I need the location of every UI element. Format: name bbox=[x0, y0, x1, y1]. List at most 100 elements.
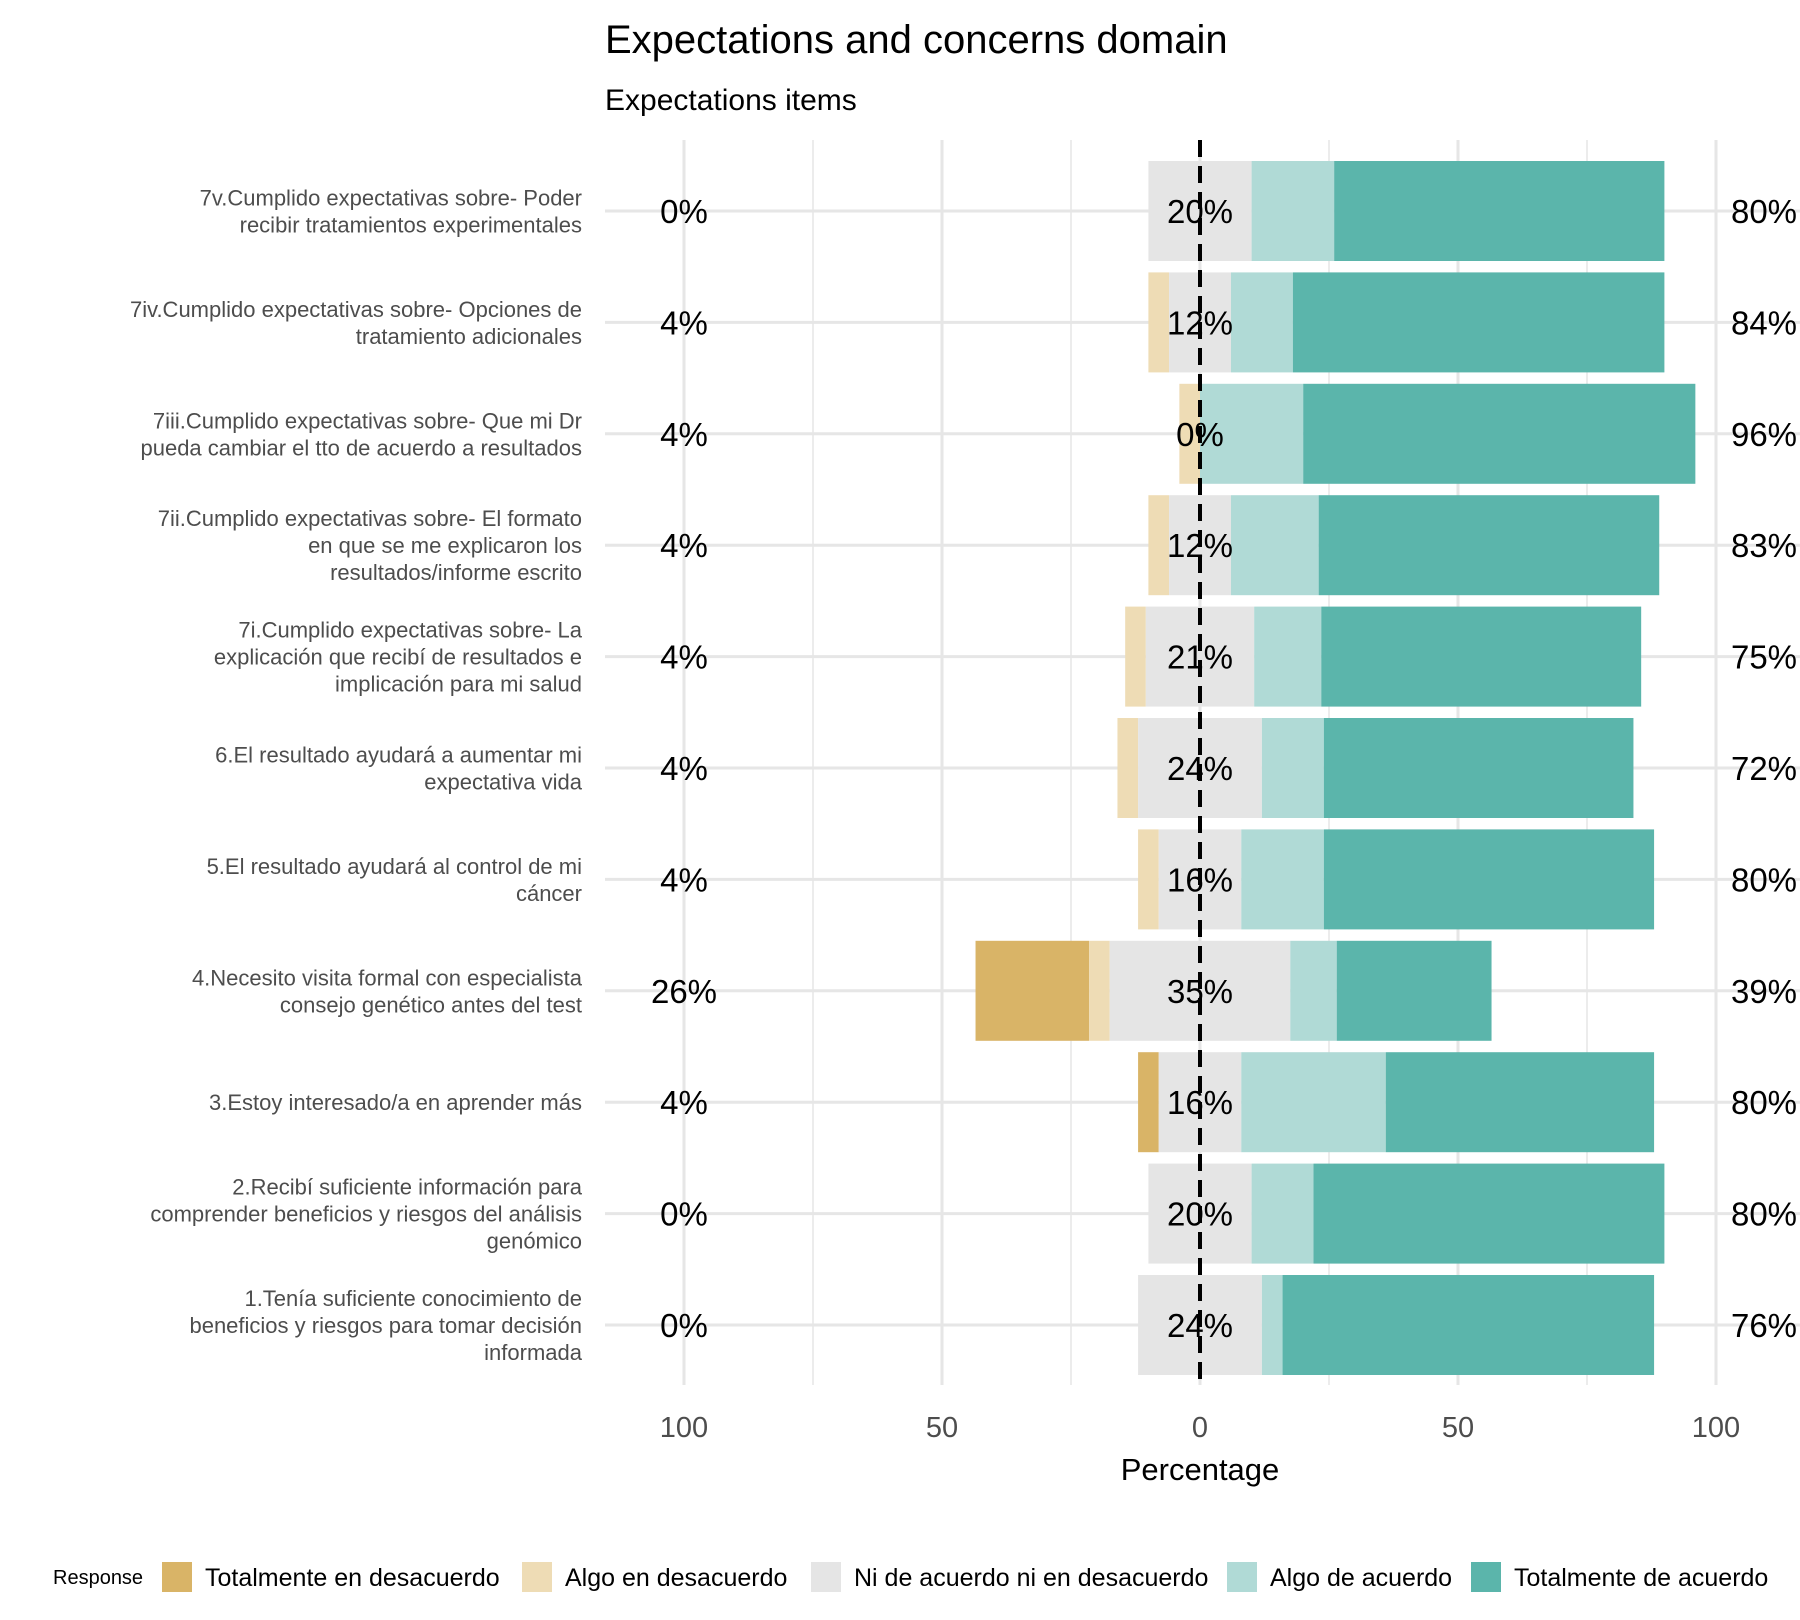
left-percent-label: 4% bbox=[660, 750, 708, 787]
item-label-line: explicación que recibí de resultados e bbox=[214, 645, 582, 670]
right-percent-label: 39% bbox=[1731, 973, 1797, 1010]
bar-segment bbox=[1313, 1163, 1665, 1264]
center-percent-label: 20% bbox=[1167, 193, 1233, 230]
item-label-line: tratamiento adicionales bbox=[356, 324, 582, 349]
legend-key bbox=[811, 1562, 841, 1592]
chart-title: Expectations and concerns domain bbox=[605, 18, 1228, 62]
item-label-line: implicación para mi salud bbox=[335, 672, 582, 697]
center-percent-label: 16% bbox=[1167, 1084, 1233, 1121]
legend-label: Ni de acuerdo ni en desacuerdo bbox=[854, 1564, 1208, 1592]
bar-segment bbox=[1125, 606, 1146, 707]
item-label: 7iii.Cumplido expectativas sobre- Que mi… bbox=[140, 408, 582, 460]
bars bbox=[975, 161, 1696, 1375]
item-label: 3.Estoy interesado/a en aprender más bbox=[209, 1090, 582, 1115]
bar-segment bbox=[1138, 1052, 1159, 1153]
left-percent-label: 4% bbox=[660, 1084, 708, 1121]
x-axis-title: Percentage bbox=[1121, 1452, 1280, 1487]
item-label-line: 3.Estoy interesado/a en aprender más bbox=[209, 1090, 582, 1115]
bar-segment bbox=[1148, 272, 1170, 373]
bar-segment bbox=[1138, 829, 1159, 930]
bar-segment bbox=[1230, 495, 1319, 596]
right-percent-label: 75% bbox=[1731, 639, 1797, 676]
x-tick-label: 50 bbox=[1442, 1412, 1474, 1444]
right-percent-label: 80% bbox=[1731, 861, 1797, 898]
x-tick-label: 50 bbox=[926, 1412, 958, 1444]
x-tick-label: 0 bbox=[1192, 1412, 1208, 1444]
right-percent-label: 76% bbox=[1731, 1307, 1797, 1344]
left-percent-label: 26% bbox=[651, 973, 717, 1010]
bar-segment bbox=[1251, 161, 1335, 261]
item-label-line: recibir tratamientos experimentales bbox=[240, 213, 582, 238]
bar-segment bbox=[1230, 272, 1293, 373]
bar-segment bbox=[1254, 606, 1322, 707]
bar-segment bbox=[1323, 829, 1655, 930]
item-label-line: genómico bbox=[487, 1229, 582, 1254]
item-label-line: informada bbox=[484, 1340, 583, 1365]
item-label-line: 6.El resultado ayudará a aumentar mi bbox=[215, 743, 582, 768]
center-percent-label: 0% bbox=[1176, 416, 1224, 453]
bar-segment bbox=[1385, 1052, 1655, 1153]
bar-segment bbox=[1251, 1163, 1314, 1264]
item-label-line: 4.Necesito visita formal con especialist… bbox=[192, 965, 583, 990]
legend-key bbox=[522, 1562, 552, 1592]
item-label-line: cáncer bbox=[516, 881, 582, 906]
right-percent-label: 84% bbox=[1731, 304, 1797, 341]
x-tick-label: 100 bbox=[660, 1412, 708, 1444]
legend-key bbox=[1227, 1562, 1257, 1592]
legend: Response Totalmente en desacuerdo Algo en… bbox=[53, 1562, 1768, 1592]
center-percent-label: 21% bbox=[1167, 639, 1233, 676]
center-percent-label: 35% bbox=[1167, 973, 1233, 1010]
x-axis-ticks: 100 50 0 50 100 bbox=[660, 1412, 1740, 1444]
left-percent-label: 0% bbox=[660, 1196, 708, 1233]
item-label-line: pueda cambiar el tto de acuerdo a result… bbox=[140, 435, 582, 460]
item-label-line: comprender beneficios y riesgos del anál… bbox=[150, 1202, 582, 1227]
item-label-line: resultados/informe escrito bbox=[330, 560, 582, 585]
item-label: 1.Tenía suficiente conocimiento de benefi… bbox=[189, 1286, 582, 1365]
legend-key bbox=[1471, 1562, 1501, 1592]
item-label-line: 1.Tenía suficiente conocimiento de bbox=[244, 1286, 582, 1311]
center-percent-label: 24% bbox=[1167, 1307, 1233, 1344]
item-label: 4.Necesito visita formal con especialist… bbox=[192, 965, 583, 1017]
item-label-line: consejo genético antes del test bbox=[280, 992, 582, 1017]
bar-segment bbox=[975, 940, 1090, 1041]
item-label: 2.Recibí suficiente información para comp… bbox=[150, 1175, 582, 1254]
item-label: 7v.Cumplido expectativas sobre- Poder rec… bbox=[200, 186, 582, 238]
left-percent-label: 0% bbox=[660, 1307, 708, 1344]
bar-segment bbox=[1241, 829, 1324, 930]
bar-segment bbox=[1318, 495, 1660, 596]
item-label: 7i.Cumplido expectativas sobre- La explic… bbox=[214, 618, 583, 697]
bar-segment bbox=[1282, 1275, 1655, 1375]
center-percent-label: 12% bbox=[1167, 527, 1233, 564]
bar-segment bbox=[1334, 161, 1665, 261]
right-percent-label: 80% bbox=[1731, 1196, 1797, 1233]
legend-key bbox=[162, 1562, 192, 1592]
item-label: 5.El resultado ayudará al control de mi c… bbox=[207, 854, 582, 906]
right-percent-label: 83% bbox=[1731, 527, 1797, 564]
bar-segment bbox=[1200, 383, 1304, 484]
bar-segment bbox=[1261, 1275, 1283, 1375]
right-percent-label: 80% bbox=[1731, 193, 1797, 230]
item-label-line: 7i.Cumplido expectativas sobre- La bbox=[238, 618, 582, 643]
item-label: 7iv.Cumplido expectativas sobre- Opcione… bbox=[130, 297, 582, 349]
item-label-line: 7ii.Cumplido expectativas sobre- El form… bbox=[158, 506, 582, 531]
legend-label: Totalmente de acuerdo bbox=[1514, 1564, 1768, 1592]
center-percent-label: 16% bbox=[1167, 861, 1233, 898]
legend-label: Algo en desacuerdo bbox=[565, 1564, 787, 1592]
legend-title: Response bbox=[53, 1567, 143, 1589]
item-label-line: 5.El resultado ayudará al control de mi bbox=[207, 854, 582, 879]
center-percent-label: 20% bbox=[1167, 1196, 1233, 1233]
left-percent-label: 4% bbox=[660, 639, 708, 676]
legend-label: Totalmente en desacuerdo bbox=[205, 1564, 500, 1592]
item-label-line: 7v.Cumplido expectativas sobre- Poder bbox=[200, 186, 582, 211]
item-label-line: 7iii.Cumplido expectativas sobre- Que mi… bbox=[153, 408, 582, 433]
bar-segment bbox=[1241, 1052, 1386, 1153]
left-percent-label: 4% bbox=[660, 527, 708, 564]
left-percent-label: 4% bbox=[660, 861, 708, 898]
bar-segment bbox=[1179, 383, 1200, 484]
item-labels: 7v.Cumplido expectativas sobre- Poder rec… bbox=[130, 186, 583, 1366]
right-percent-label: 80% bbox=[1731, 1084, 1797, 1121]
x-tick-label: 100 bbox=[1692, 1412, 1740, 1444]
bar-segment bbox=[1089, 940, 1110, 1041]
item-label-line: beneficios y riesgos para tomar decisión bbox=[189, 1313, 582, 1338]
